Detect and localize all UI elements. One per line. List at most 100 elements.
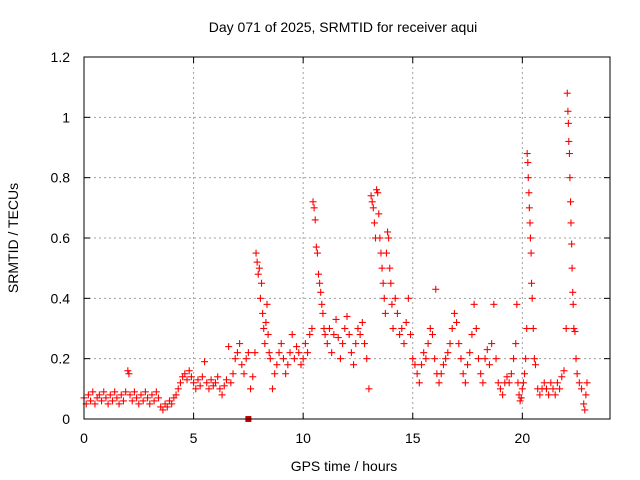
data-point: [345, 331, 353, 339]
data-point: [365, 385, 373, 393]
data-point: [379, 279, 387, 287]
data-point: [222, 376, 230, 384]
data-point: [317, 288, 325, 296]
data-point: [448, 325, 456, 332]
data-point: [420, 349, 428, 357]
data-point: [380, 294, 388, 302]
data-point: [578, 385, 586, 393]
data-point: [503, 373, 511, 381]
data-point: [258, 279, 266, 287]
data-point: [247, 385, 255, 393]
data-point: [575, 379, 583, 387]
data-point: [316, 279, 324, 287]
data-point: [190, 379, 198, 387]
data-point: [523, 150, 531, 158]
x-axis-label: GPS time / hours: [291, 458, 398, 474]
data-point: [426, 325, 434, 332]
data-point: [461, 379, 469, 387]
x-tick-label: 15: [405, 430, 421, 446]
data-point: [260, 325, 268, 332]
data-point: [468, 331, 476, 339]
data-point: [185, 367, 193, 375]
data-point: [187, 373, 195, 381]
data-point: [172, 391, 180, 399]
y-tick-label: 1: [62, 109, 70, 125]
data-point: [201, 358, 209, 366]
data-point: [424, 340, 432, 348]
data-point: [122, 388, 130, 396]
data-point: [531, 361, 539, 369]
data-point: [126, 391, 134, 399]
data-point: [569, 288, 577, 296]
data-point: [402, 318, 410, 326]
data-point: [181, 370, 189, 378]
data-point: [328, 349, 336, 357]
data-point: [196, 382, 204, 390]
data-point: [236, 340, 244, 348]
data-point: [418, 361, 426, 369]
data-point: [494, 379, 502, 387]
data-point: [356, 331, 364, 339]
data-point: [144, 394, 152, 402]
data-point: [572, 355, 580, 363]
data-point: [315, 270, 323, 278]
y-tick-label: 0.8: [51, 170, 71, 186]
data-point: [526, 234, 534, 242]
data-point: [352, 340, 360, 348]
data-point: [325, 325, 333, 332]
data-point: [119, 397, 127, 405]
data-point: [113, 394, 121, 402]
data-point: [428, 331, 436, 339]
data-point: [137, 391, 145, 399]
data-point: [152, 388, 160, 396]
data-point: [150, 397, 158, 405]
data-point: [87, 397, 95, 405]
data-point: [442, 355, 450, 363]
data-point: [319, 309, 327, 317]
data-point: [98, 397, 106, 405]
data-point: [536, 391, 544, 399]
data-point: [216, 385, 224, 393]
data-point: [312, 243, 320, 251]
data-point: [343, 312, 351, 320]
data-point: [139, 397, 147, 405]
data-point: [479, 379, 487, 387]
data-point: [330, 331, 338, 339]
data-point: [231, 355, 239, 363]
data-point: [332, 315, 340, 323]
data-point: [361, 340, 369, 348]
data-point: [155, 394, 163, 402]
data-point: [275, 349, 283, 357]
data-point: [525, 189, 533, 197]
data-point: [568, 240, 576, 248]
data-point: [336, 355, 344, 363]
data-point: [207, 376, 215, 384]
data-point: [477, 370, 485, 378]
x-tick-label: 0: [80, 430, 88, 446]
data-point: [277, 340, 285, 348]
data-point: [580, 400, 588, 408]
data-point: [382, 249, 390, 257]
data-point: [163, 403, 171, 411]
data-point: [481, 355, 489, 363]
x-tick-label: 10: [295, 430, 311, 446]
data-point: [205, 385, 213, 393]
data-point: [556, 385, 564, 393]
data-point: [308, 325, 316, 332]
data-point: [581, 406, 589, 414]
data-point: [384, 228, 392, 236]
data-point: [295, 349, 303, 357]
data-point: [567, 219, 575, 227]
data-point: [311, 216, 319, 224]
data-point: [564, 119, 572, 127]
data-point: [422, 355, 430, 363]
data-point: [565, 137, 573, 145]
data-point: [562, 325, 570, 332]
data-point: [432, 285, 440, 293]
data-point: [516, 397, 524, 405]
data-point: [214, 373, 222, 381]
data-point: [253, 258, 261, 266]
data-point: [218, 391, 226, 399]
data-point: [388, 300, 396, 308]
x-tick-label: 20: [515, 430, 531, 446]
